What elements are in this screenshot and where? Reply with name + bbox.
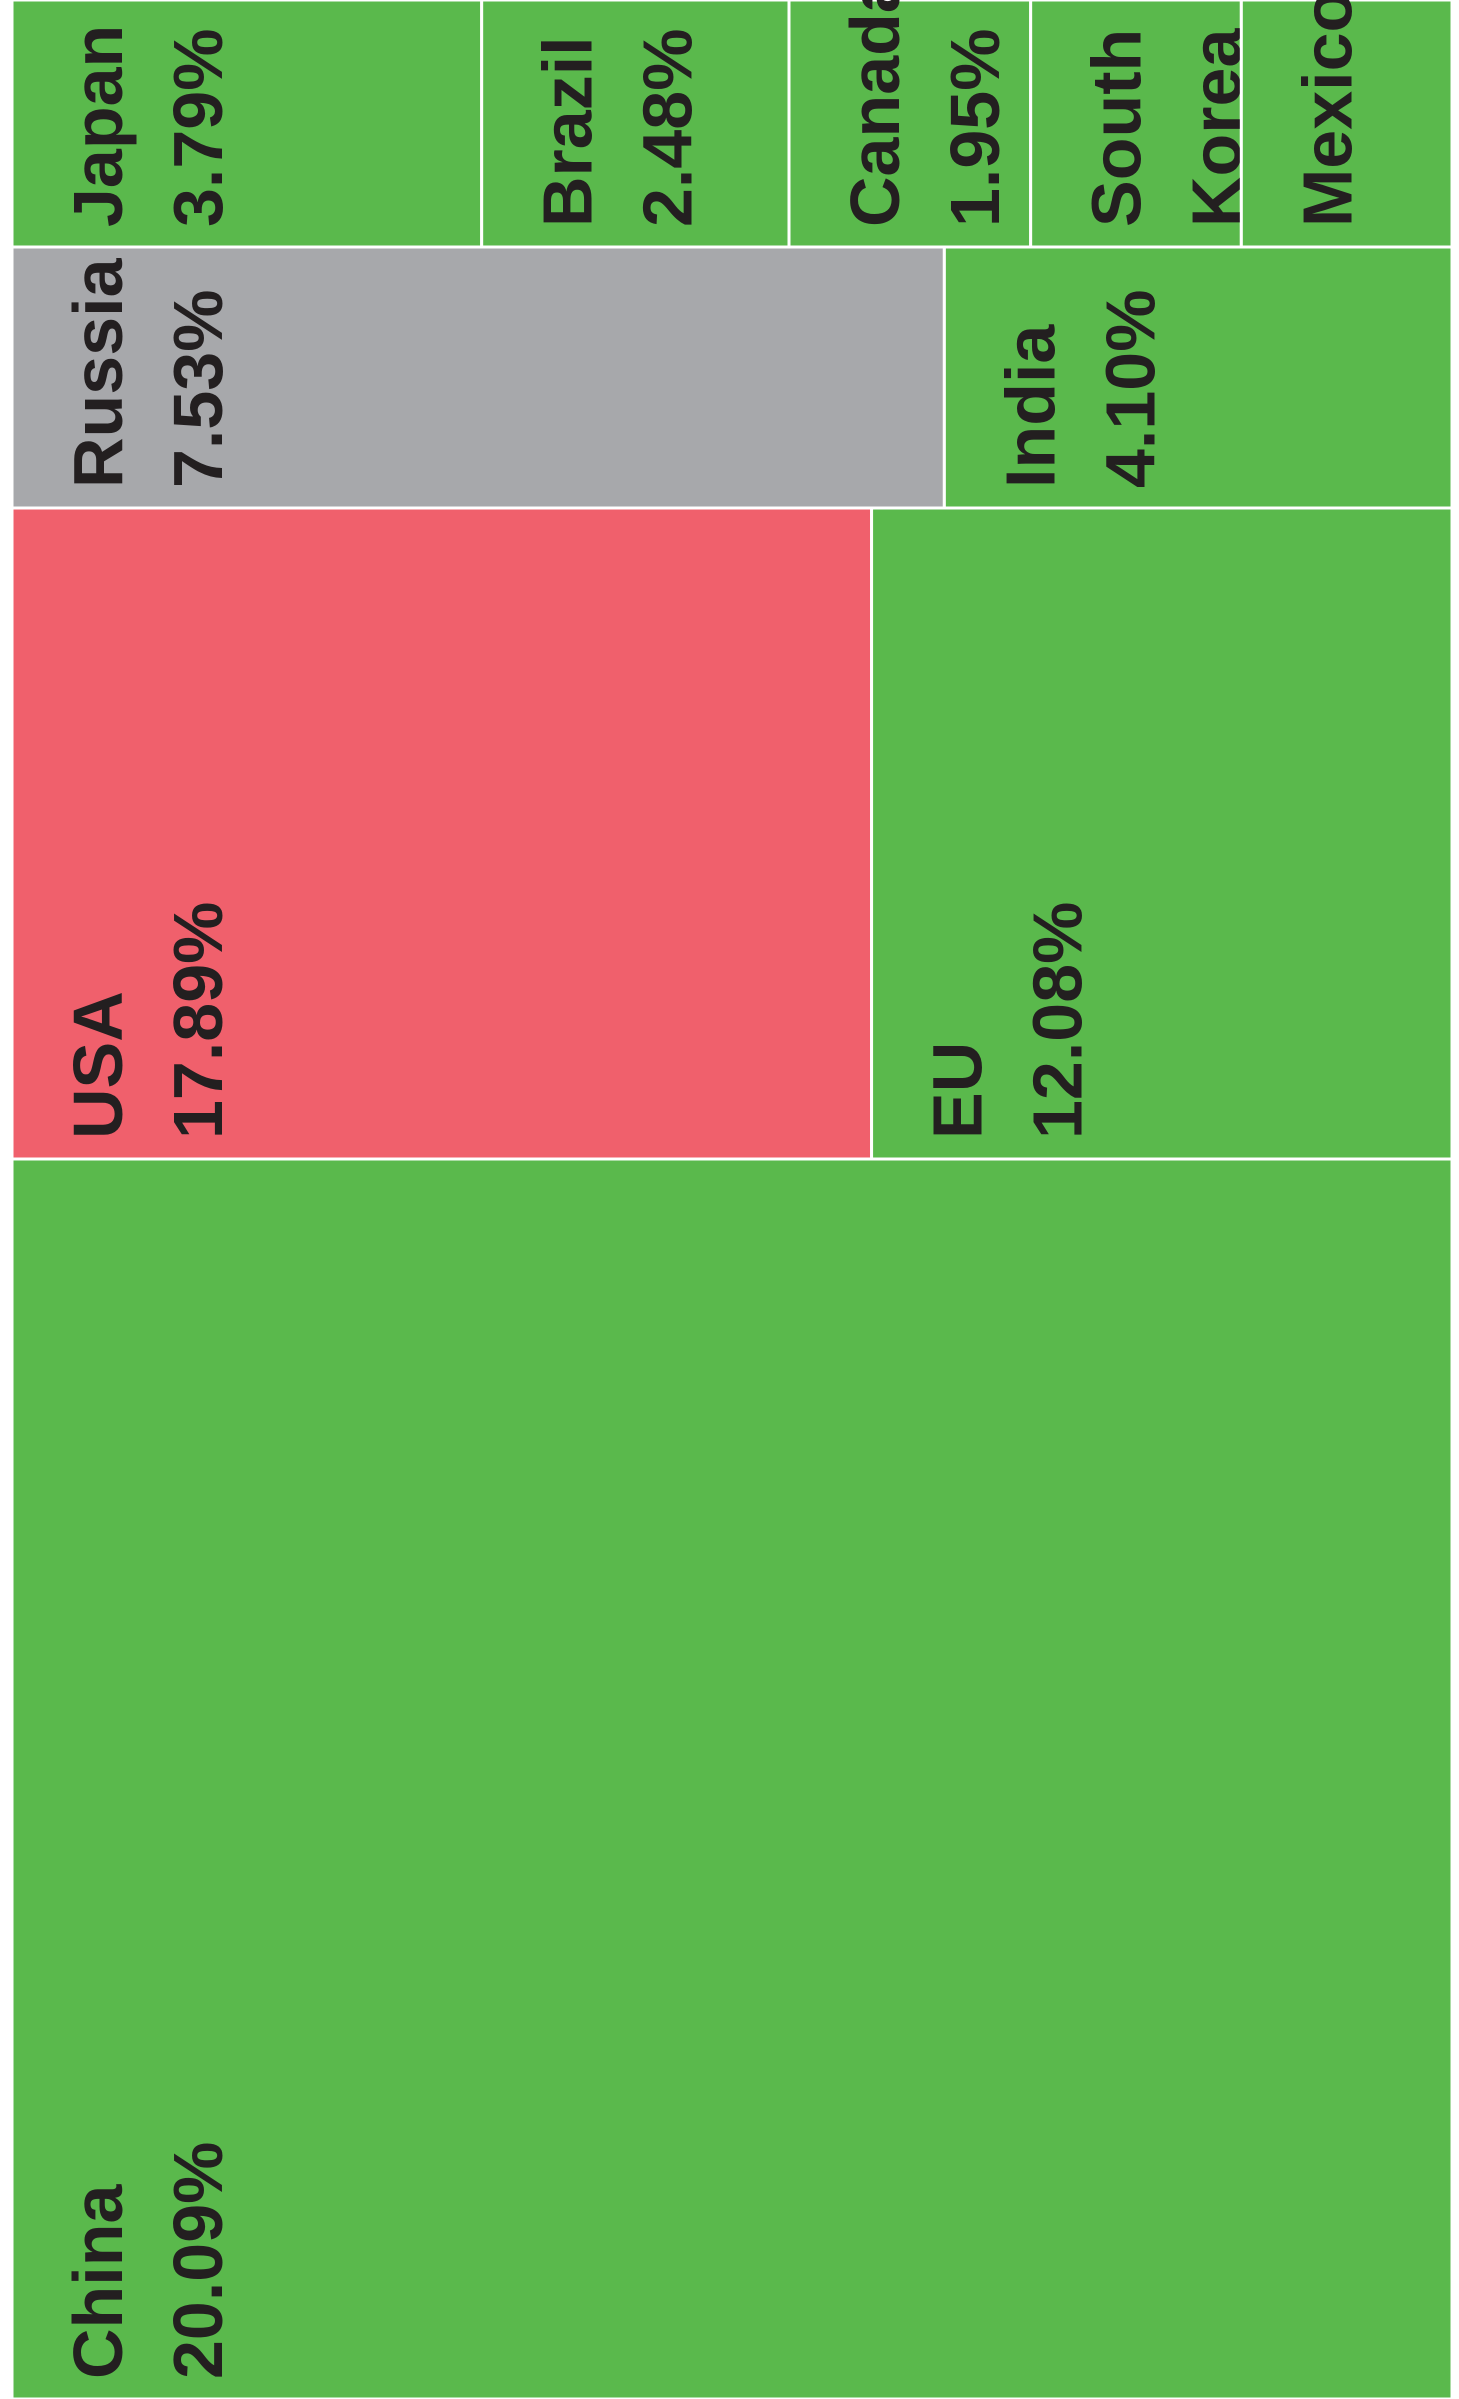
cell-value-label: 17.89% [159, 902, 237, 1139]
cell-value-label: 4.10% [1091, 290, 1169, 488]
cell-value-label: 1.95% [936, 29, 1014, 227]
cell-value-label: 20.09% [159, 2142, 237, 2379]
cell-value-label: 2.48% [629, 29, 707, 227]
cell-label: China [59, 2183, 137, 2379]
treemap-cell [10, 506, 874, 1161]
cell-value-label: 7.53% [159, 290, 237, 488]
cell-value-label: 3.79% [159, 29, 237, 227]
cell-label: Japan [59, 25, 137, 227]
cell-label: Mexico [1288, 0, 1366, 227]
cell-label: Canada [836, 0, 914, 227]
treemap-cell [1239, 0, 1454, 249]
treemap-cell [480, 0, 791, 249]
treemap-cell [1029, 0, 1243, 249]
cell-label: Brazil [529, 36, 607, 227]
cell-value-label: 12.08% [1019, 902, 1097, 1139]
treemap-cell [787, 0, 1033, 249]
treemap-cell [10, 1157, 1454, 2399]
cell-label: India [991, 324, 1069, 488]
cell-label: Russia [59, 257, 137, 488]
treemap-cell [10, 245, 946, 510]
cell-label: USA [59, 991, 137, 1139]
cell-label: EU [919, 1042, 997, 1139]
treemap-cell [870, 506, 1454, 1161]
cell-label-line: South [1078, 9, 1156, 227]
treemap-cell [10, 0, 484, 249]
